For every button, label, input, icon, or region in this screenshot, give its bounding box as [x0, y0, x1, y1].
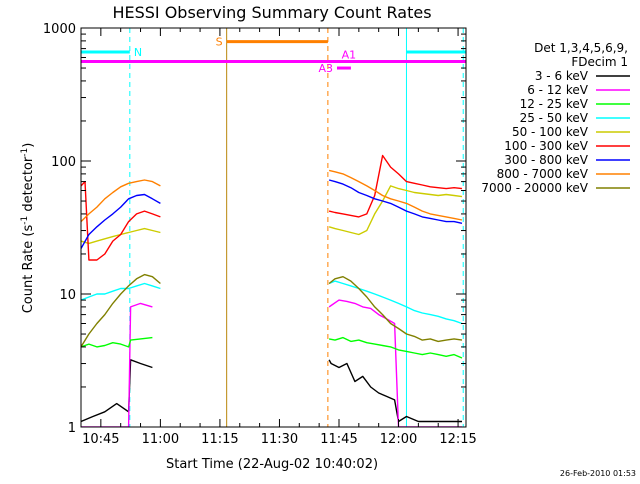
- x-tick-label-3: 11:30: [261, 432, 298, 447]
- series-1-segment-0: [81, 302, 153, 427]
- series-0: [81, 359, 462, 423]
- legend-header-line1: Det 1,3,4,5,6,9,: [534, 41, 628, 55]
- y-tick-label-0: 1: [68, 421, 76, 436]
- y-axis-label-sup2: -1: [20, 148, 30, 157]
- y-tick-label-2: 100: [51, 155, 76, 170]
- series-7: [81, 169, 463, 223]
- legend-label-2: 12 - 25 keV: [520, 97, 589, 111]
- series-2: [81, 336, 463, 359]
- legend-label-6: 300 - 800 keV: [504, 153, 588, 167]
- status-bar-label-2: S: [216, 36, 223, 49]
- legend-label-0: 3 - 6 keV: [535, 69, 589, 83]
- series-1-segment-1: [328, 299, 462, 427]
- legend-label-1: 6 - 12 keV: [527, 83, 589, 97]
- series-3: [81, 280, 463, 325]
- x-tick-label-0: 10:45: [82, 432, 119, 447]
- plot-area: N S A1 A3: [81, 28, 466, 427]
- x-tick-label-4: 11:45: [320, 432, 357, 447]
- series-7-segment-0: [81, 179, 161, 223]
- y-tick-label-3: 1000: [43, 22, 76, 37]
- plot-frame: [80, 27, 467, 428]
- series-8: [81, 273, 463, 348]
- series-5-segment-0: [81, 180, 161, 261]
- legend-label-4: 50 - 100 keV: [512, 125, 589, 139]
- x-tick-label-6: 12:15: [439, 432, 476, 447]
- status-bar-label-0: N: [134, 46, 142, 59]
- series-6-segment-0: [81, 193, 161, 249]
- series-5: [81, 154, 463, 261]
- x-axis-label: Start Time (22-Aug-02 10:40:02): [166, 457, 378, 472]
- status-bar-label-4: A3: [318, 62, 333, 75]
- series-3-segment-0: [81, 282, 161, 301]
- x-tick-label-5: 12:00: [380, 432, 417, 447]
- plot-inner: [81, 28, 464, 427]
- series-1: [81, 299, 462, 427]
- series-7-segment-1: [328, 169, 463, 221]
- series-2-segment-0: [81, 336, 153, 348]
- series-8-segment-1: [328, 276, 463, 343]
- chart-title: HESSI Observing Summary Count Rates: [112, 3, 431, 22]
- series-5-segment-1: [328, 154, 463, 218]
- x-tick-label-1: 11:00: [142, 432, 179, 447]
- y-tick-label-1: 10: [59, 288, 76, 303]
- series-4-segment-1: [328, 185, 463, 236]
- legend-header-line2: FDecim 1: [571, 55, 628, 69]
- series-6: [81, 179, 463, 249]
- y-axis-label: Count Rate (s-1 detector-1): [20, 143, 36, 314]
- series-2-segment-1: [328, 336, 463, 359]
- legend-label-3: 25 - 50 keV: [520, 111, 589, 125]
- status-bar-label-3: A1: [342, 48, 357, 61]
- series-0-segment-0: [81, 359, 153, 423]
- axes: 10:45 11:00 11:15 11:30 11:45 12:00 12:15 1 10 10…: [43, 22, 477, 447]
- y-axis-label-main: Count Rate (s: [21, 225, 36, 314]
- series-8-segment-0: [81, 273, 161, 348]
- y-axis-label-mid: detector: [21, 156, 36, 216]
- legend-label-7: 800 - 7000 keV: [497, 167, 589, 181]
- series-3-segment-1: [328, 280, 463, 325]
- legend-label-5: 100 - 300 keV: [504, 139, 588, 153]
- legend-label-8: 7000 - 20000 keV: [481, 181, 588, 195]
- series-6-segment-1: [328, 179, 463, 224]
- timestamp: 26-Feb-2010 01:53: [560, 469, 636, 478]
- y-axis-label-end: ): [21, 143, 36, 148]
- series-0-segment-1: [328, 359, 462, 423]
- y-axis-label-sup1: -1: [20, 216, 30, 225]
- x-tick-label-2: 11:15: [201, 432, 238, 447]
